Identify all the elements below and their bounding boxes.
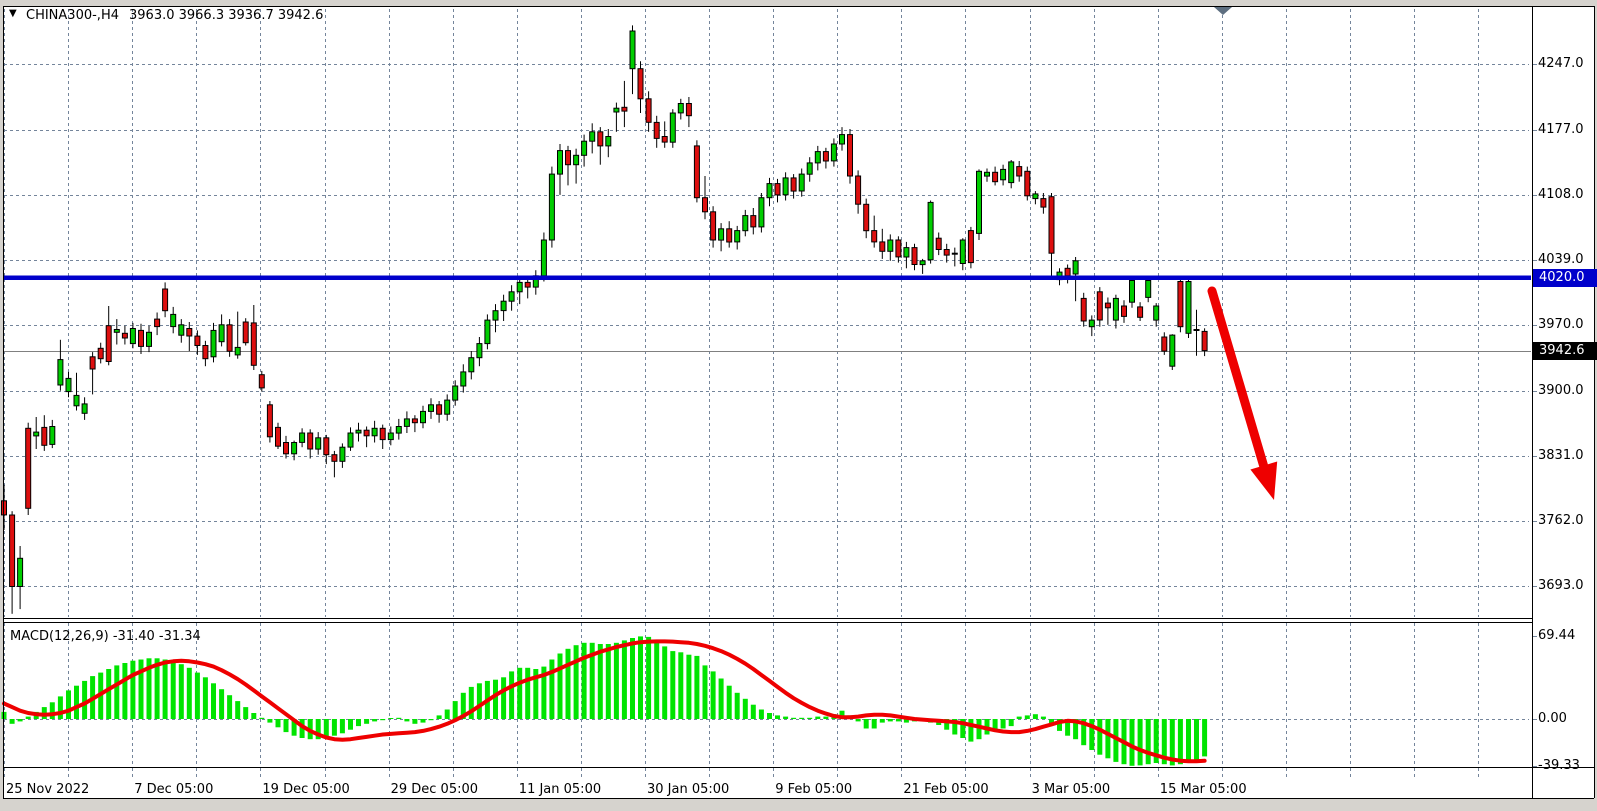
indicator-label: MACD(12,26,9) -31.40 -31.34 xyxy=(10,629,201,644)
price-axis-label: 3762.0 xyxy=(1538,512,1584,528)
hline-price-badge: 4020.0 xyxy=(1533,268,1597,287)
price-axis-label: 4177.0 xyxy=(1538,121,1584,137)
time-axis-label: 11 Jan 05:00 xyxy=(518,782,602,797)
time-axis-label: 30 Jan 05:00 xyxy=(647,782,730,797)
time-axis-label: 19 Dec 05:00 xyxy=(262,782,350,797)
time-axis-label: 3 Mar 05:00 xyxy=(1031,782,1111,797)
time-axis-label: 29 Dec 05:00 xyxy=(390,782,479,797)
indicator-axis-label: 0.00 xyxy=(1538,711,1567,726)
time-axis-label: 9 Feb 05:00 xyxy=(775,782,853,797)
symbol-period-label: CHINA300-,H4 xyxy=(26,8,119,23)
price-axis-label: 3900.0 xyxy=(1538,382,1584,398)
price-axis-label: 4108.0 xyxy=(1538,186,1584,202)
chart-shift-marker-icon[interactable] xyxy=(1214,7,1232,15)
price-axis-label: 4039.0 xyxy=(1538,251,1584,267)
time-axis-label: 15 Mar 05:00 xyxy=(1159,782,1247,797)
current-price-badge: 3942.6 xyxy=(1533,341,1597,360)
trend-arrow-object[interactable] xyxy=(1207,286,1278,500)
macd-signal-line xyxy=(2,639,1207,764)
price-axis-label: 3831.0 xyxy=(1538,447,1584,463)
price-axis-label: 4247.0 xyxy=(1538,56,1584,71)
chart-title: CHINA300-,H4 3963.0 3966.3 3936.7 3942.6 xyxy=(26,8,323,23)
indicator-axis-label: -39.33 xyxy=(1538,757,1580,773)
time-axis-label: 21 Feb 05:00 xyxy=(903,782,989,797)
indicator-axis-label: 69.44 xyxy=(1538,628,1576,644)
symbol-dropdown-icon[interactable]: ▼ xyxy=(9,8,17,19)
time-axis-label: 7 Dec 05:00 xyxy=(134,782,214,797)
time-axis-label: 25 Nov 2022 xyxy=(6,782,90,797)
price-axis-label: 3970.0 xyxy=(1538,316,1584,332)
price-axis-label: 3693.0 xyxy=(1538,577,1584,593)
ohlc-readout: 3963.0 3966.3 3936.7 3942.6 xyxy=(129,8,324,23)
